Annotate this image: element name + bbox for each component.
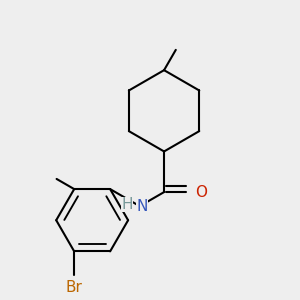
Text: N: N xyxy=(136,199,148,214)
Text: O: O xyxy=(195,184,207,200)
Text: Br: Br xyxy=(66,280,83,296)
Text: H: H xyxy=(121,197,133,212)
